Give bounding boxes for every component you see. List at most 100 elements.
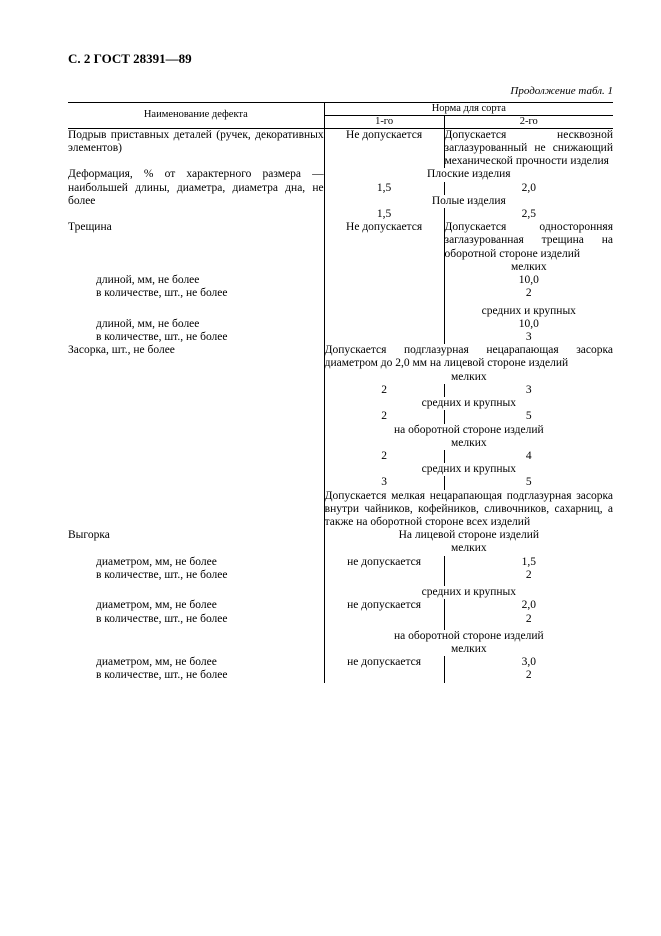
value-cell: 1,5 [324, 182, 444, 195]
subhead: на оборотной стороне изделий [324, 630, 613, 643]
table-row: диаметром, мм, не более не допускается 1… [68, 556, 613, 569]
value-cell: не допускается [324, 556, 444, 569]
value-cell: 3,0 [444, 656, 613, 669]
value-cell: не допускается [324, 599, 444, 612]
defect-cell: диаметром, мм, не более [68, 556, 324, 569]
subhead: мелких [324, 371, 613, 384]
value-cell: 2 [444, 569, 613, 582]
value-cell: 2 [324, 450, 444, 463]
value-cell: 2 [324, 410, 444, 423]
table-row: Допускается мелкая нецарапающая подглазу… [68, 490, 613, 530]
value-cell: не допускается [324, 656, 444, 669]
table-header-row: Наименование дефекта Норма для сорта [68, 102, 613, 115]
value-cell: 1,5 [324, 208, 444, 221]
page-header: С. 2 ГОСТ 28391—89 [68, 52, 613, 67]
table-row: 2 4 [68, 450, 613, 463]
defect-cell: Трещина [68, 221, 324, 261]
table-row: Деформация, % от характерного размера — … [68, 168, 613, 181]
subhead: средних и крупных [324, 463, 613, 476]
defect-cell: Подрыв приставных деталей (ручек, деко­р… [68, 128, 324, 168]
subhead: мелких [324, 437, 613, 450]
table-row: в количестве, шт., не более 2 [68, 669, 613, 682]
table-row: мелких [68, 261, 613, 274]
defect-table: Наименование дефекта Норма для сорта 1-г… [68, 102, 613, 683]
table-row: длиной, мм, не более 10,0 [68, 274, 613, 287]
table-row: в количестве, шт., не более 2 [68, 613, 613, 626]
page: С. 2 ГОСТ 28391—89 Продолжение табл. 1 Н… [0, 0, 661, 936]
table-row: диаметром, мм, не более не допускается 2… [68, 599, 613, 612]
col-norm: Норма для сорта [324, 102, 613, 115]
table-caption: Продолжение табл. 1 [68, 85, 613, 98]
value-cell: Не допускается [324, 221, 444, 261]
value-cell: 4 [444, 450, 613, 463]
value-cell: 2,5 [444, 208, 613, 221]
value-cell: 2 [444, 613, 613, 626]
col-defect-name: Наименование дефекта [68, 102, 324, 128]
value-cell: 1,5 [444, 556, 613, 569]
defect-cell: в количестве, шт., не более [68, 287, 324, 300]
note-cell: Допускается подглазурная нецарапающая за… [324, 344, 613, 370]
table-row: мелких [68, 437, 613, 450]
defect-cell: Выгорка [68, 529, 324, 542]
subhead: Полые изделия [324, 195, 613, 208]
value-cell: 3 [324, 476, 444, 489]
table-row: на оборотной стороне изделий [68, 630, 613, 643]
subhead: Плоские изделия [324, 168, 613, 181]
table-row: в количестве, шт., не более 2 [68, 287, 613, 300]
table-row: на оборотной стороне изделий [68, 424, 613, 437]
defect-cell: в количестве, шт., не более [68, 331, 324, 344]
col-grade-1: 1-го [324, 115, 444, 128]
subhead: на оборотной стороне изделий [324, 424, 613, 437]
subhead: мелких [444, 261, 613, 274]
value-cell: 3 [444, 331, 613, 344]
table-row: средних и крупных [68, 463, 613, 476]
table-row: Подрыв приставных деталей (ручек, деко­р… [68, 128, 613, 168]
table-row: средних и крупных [68, 397, 613, 410]
subhead: средних и крупных [324, 397, 613, 410]
table-row: диаметром, мм, не более не допускается 3… [68, 656, 613, 669]
table-row: 2 5 [68, 410, 613, 423]
value-cell: Допускается односторон­няя заглазурованн… [444, 221, 613, 261]
table-row: 3 5 [68, 476, 613, 489]
table-row: мелких [68, 643, 613, 656]
value-cell: 10,0 [444, 318, 613, 331]
subhead: мелких [324, 643, 613, 656]
subhead: средних и крупных [324, 586, 613, 599]
defect-cell: диаметром, мм, не более [68, 656, 324, 669]
note-cell: Допускается мелкая нецарапающая подглазу… [324, 490, 613, 530]
col-grade-2: 2-го [444, 115, 613, 128]
table-row: средних и крупных [68, 586, 613, 599]
table-row: длиной, мм, не более 10,0 [68, 318, 613, 331]
value-cell: Допускается несквозной заглазурованный н… [444, 128, 613, 168]
value-cell: 2,0 [444, 182, 613, 195]
defect-cell: Засорка, шт., не более [68, 344, 324, 370]
defect-cell: в количестве, шт., не более [68, 613, 324, 626]
defect-cell: в количестве, шт., не более [68, 569, 324, 582]
table-row: мелких [68, 371, 613, 384]
subhead: мелких [324, 542, 613, 555]
defect-cell: Деформация, % от характерного размера — … [68, 168, 324, 221]
subhead: средних и крупных [444, 305, 613, 318]
table-row: 2 3 [68, 384, 613, 397]
table-row: средних и крупных [68, 305, 613, 318]
table-row: Выгорка На лицевой стороне изделий [68, 529, 613, 542]
table-row: мелких [68, 542, 613, 555]
defect-cell: длиной, мм, не более [68, 318, 324, 331]
defect-cell: в количестве, шт., не более [68, 669, 324, 682]
value-cell: 2,0 [444, 599, 613, 612]
table-row: в количестве, шт., не более 3 [68, 331, 613, 344]
value-cell: 5 [444, 476, 613, 489]
table-row: Засорка, шт., не более Допускается подгл… [68, 344, 613, 370]
table-row: Трещина Не допускается Допускается однос… [68, 221, 613, 261]
subhead: На лицевой стороне изделий [324, 529, 613, 542]
value-cell: 2 [444, 669, 613, 682]
value-cell: 3 [444, 384, 613, 397]
value-cell: 2 [324, 384, 444, 397]
table-row: в количестве, шт., не более 2 [68, 569, 613, 582]
defect-cell: диаметром, мм, не более [68, 599, 324, 612]
value-cell: 5 [444, 410, 613, 423]
defect-cell: длиной, мм, не более [68, 274, 324, 287]
value-cell: Не допускается [324, 128, 444, 168]
value-cell: 10,0 [444, 274, 613, 287]
value-cell: 2 [444, 287, 613, 300]
